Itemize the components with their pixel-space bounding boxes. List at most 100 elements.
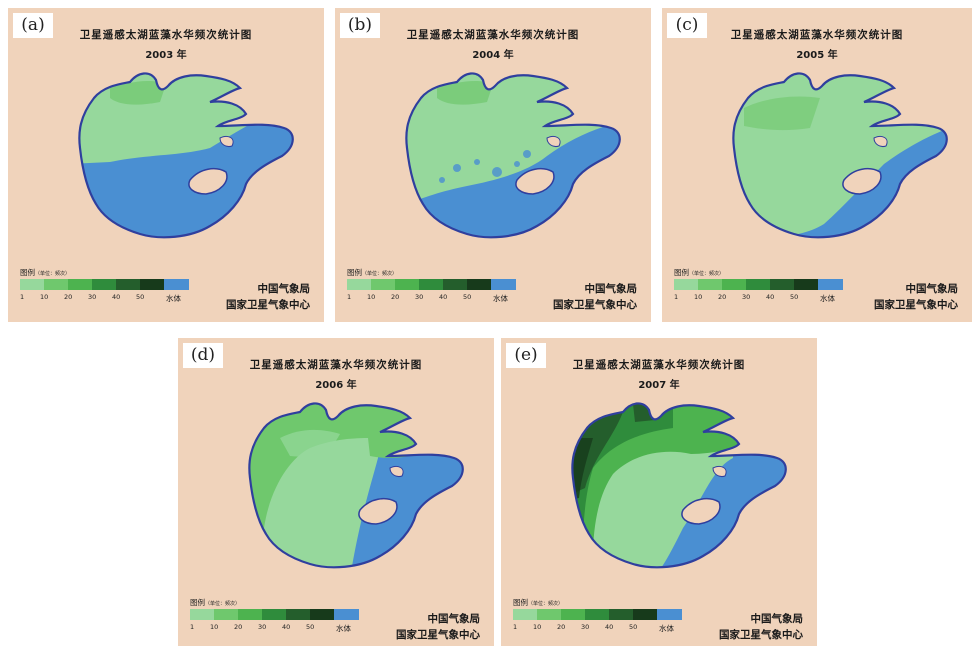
legend-tick: 50 xyxy=(306,623,315,631)
lake-map xyxy=(732,72,948,239)
legend-swatch xyxy=(238,609,262,620)
legend-water-label: 水体 xyxy=(493,294,508,303)
agency-credit: 中国气象局 国家卫星气象中心 xyxy=(874,281,958,313)
legend-swatch xyxy=(419,279,443,290)
agency-line2: 国家卫星气象中心 xyxy=(553,299,637,311)
legend-tick: 50 xyxy=(136,293,145,301)
legend-scale xyxy=(513,609,657,620)
legend-swatch xyxy=(262,609,286,620)
legend-tick: 1 xyxy=(20,293,25,301)
legend-water-label: 水体 xyxy=(820,294,835,303)
legend-title: 图例（单位：频次） xyxy=(190,598,241,607)
legend-tick: 30 xyxy=(742,293,751,301)
legend-tick: 30 xyxy=(258,623,267,631)
agency-credit: 中国气象局 国家卫星气象中心 xyxy=(226,281,310,313)
legend-swatch xyxy=(371,279,395,290)
legend-swatch xyxy=(44,279,68,290)
legend-unit: （单位：频次） xyxy=(528,601,564,607)
legend-swatch xyxy=(286,609,310,620)
legend-tick: 20 xyxy=(234,623,243,631)
lake-map xyxy=(571,402,787,569)
map-title: 卫星遥感太湖蓝藻水华频次统计图 xyxy=(730,29,904,41)
legend-scale xyxy=(190,609,334,620)
map-panel-d: (d) 卫星遥感太湖蓝藻水华频次统计图 2006 年 图例（单位：频次） 1 1… xyxy=(178,338,494,646)
legend-tick: 40 xyxy=(439,293,448,301)
legend-swatch xyxy=(140,279,164,290)
legend-title: 图例（单位：频次） xyxy=(513,598,564,607)
legend-ticks: 1 10 20 30 40 50 xyxy=(513,623,663,633)
lake-map xyxy=(78,72,294,239)
legend-tick: 50 xyxy=(790,293,799,301)
legend-scale xyxy=(674,279,818,290)
legend-water-swatch xyxy=(491,279,516,290)
map-title: 卫星遥感太湖蓝藻水华频次统计图 xyxy=(572,359,746,371)
legend-scale xyxy=(347,279,491,290)
map-year: 2003 年 xyxy=(145,50,187,61)
legend-tick: 40 xyxy=(605,623,614,631)
legend-tick: 10 xyxy=(367,293,376,301)
legend-tick: 40 xyxy=(766,293,775,301)
legend-swatch xyxy=(633,609,657,620)
agency-line1: 中国气象局 xyxy=(427,613,481,625)
legend-swatch xyxy=(443,279,467,290)
map-title: 卫星遥感太湖蓝藻水华频次统计图 xyxy=(406,29,580,41)
map-title: 卫星遥感太湖蓝藻水华频次统计图 xyxy=(249,359,423,371)
legend-swatch xyxy=(585,609,609,620)
panel-label: (b) xyxy=(340,13,380,38)
legend-tick: 10 xyxy=(533,623,542,631)
legend-tick: 10 xyxy=(210,623,219,631)
legend-swatch xyxy=(794,279,818,290)
map-year: 2004 年 xyxy=(472,50,514,61)
legend-tick: 30 xyxy=(415,293,424,301)
agency-line1: 中国气象局 xyxy=(905,283,959,295)
legend-tick: 30 xyxy=(88,293,97,301)
legend-ticks: 1 10 20 30 40 50 xyxy=(190,623,340,633)
legend-tick: 50 xyxy=(629,623,638,631)
map-panel-a: (a) 卫星遥感太湖蓝藻水华频次统计图 2003 年 图例（单位：频次） 1 1… xyxy=(8,8,324,322)
map-panel-e: (e) 卫星遥感太湖蓝藻水华频次统计图 2007 年 图例（单位：频次） 1 1… xyxy=(501,338,817,646)
legend-water-swatch xyxy=(164,279,189,290)
legend-swatch xyxy=(395,279,419,290)
map-year: 2005 年 xyxy=(796,50,838,61)
legend-swatch xyxy=(190,609,214,620)
legend-water-swatch xyxy=(818,279,843,290)
legend-water-label: 水体 xyxy=(336,624,351,633)
legend-tick: 10 xyxy=(694,293,703,301)
map-title: 卫星遥感太湖蓝藻水华频次统计图 xyxy=(79,29,253,41)
legend-swatch xyxy=(68,279,92,290)
agency-credit: 中国气象局 国家卫星气象中心 xyxy=(396,611,480,643)
legend-water-label: 水体 xyxy=(166,294,181,303)
agency-line2: 国家卫星气象中心 xyxy=(719,629,803,641)
legend-ticks: 1 10 20 30 40 50 xyxy=(347,293,497,303)
agency-credit: 中国气象局 国家卫星气象中心 xyxy=(553,281,637,313)
agency-line1: 中国气象局 xyxy=(257,283,311,295)
legend-swatch xyxy=(467,279,491,290)
legend-unit: （单位：频次） xyxy=(205,601,241,607)
legend-swatch xyxy=(746,279,770,290)
legend-swatch xyxy=(310,609,334,620)
agency-credit: 中国气象局 国家卫星气象中心 xyxy=(719,611,803,643)
legend-tick: 1 xyxy=(674,293,679,301)
legend-tick: 1 xyxy=(347,293,352,301)
map-panel-c: (c) 卫星遥感太湖蓝藻水华频次统计图 2005 年 图例（单位：频次） 1 1… xyxy=(662,8,972,322)
legend-swatch xyxy=(537,609,561,620)
legend-tick: 10 xyxy=(40,293,49,301)
legend-tick: 20 xyxy=(718,293,727,301)
legend-swatch xyxy=(92,279,116,290)
legend-scale xyxy=(20,279,164,290)
map-year: 2007 年 xyxy=(638,380,680,391)
map-panel-b: (b) 卫星遥感太湖蓝藻水华频次统计图 2004 年 图例（单位：频次） 1 1… xyxy=(335,8,651,322)
legend-swatch xyxy=(770,279,794,290)
legend-swatch xyxy=(561,609,585,620)
map-year: 2006 年 xyxy=(315,380,357,391)
legend-tick: 50 xyxy=(463,293,472,301)
legend-tick: 1 xyxy=(513,623,518,631)
panel-label: (a) xyxy=(13,13,53,38)
legend-swatch xyxy=(116,279,140,290)
legend-swatch xyxy=(513,609,537,620)
agency-line1: 中国气象局 xyxy=(584,283,638,295)
agency-line1: 中国气象局 xyxy=(750,613,804,625)
legend-swatch xyxy=(20,279,44,290)
legend-swatch xyxy=(674,279,698,290)
panel-label: (c) xyxy=(667,13,707,38)
